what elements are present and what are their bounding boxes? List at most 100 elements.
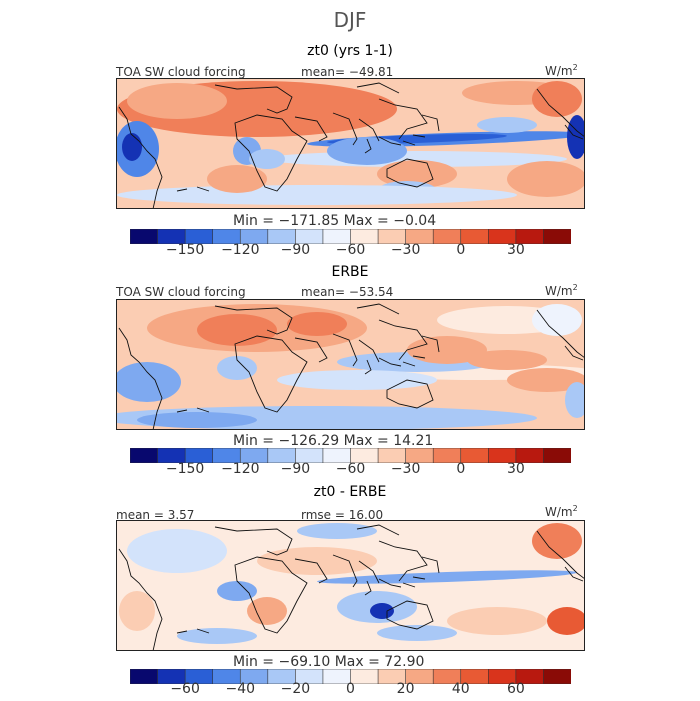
coastline	[536, 88, 584, 137]
field-region	[377, 160, 457, 188]
coastline	[421, 335, 440, 353]
panel-3-map	[116, 520, 585, 651]
coastline	[294, 337, 328, 363]
panel-1-map-field	[117, 79, 584, 208]
field-region	[217, 356, 257, 380]
field-region	[117, 185, 517, 205]
colorbar-tick-label: −150	[165, 461, 205, 477]
coastline	[118, 548, 163, 650]
coastline	[332, 333, 358, 367]
colorbar-tick-label: 40	[451, 681, 470, 697]
field-region	[507, 368, 584, 392]
coastline	[364, 580, 372, 596]
field-region	[477, 117, 537, 133]
field-region	[249, 149, 285, 169]
panel-2-units: W/m2	[545, 283, 578, 298]
coastline	[378, 134, 426, 146]
field-region	[177, 628, 257, 644]
colorbar-tick-label: −60	[335, 461, 366, 477]
field-region	[257, 547, 377, 575]
colorbar-box	[543, 229, 571, 244]
coastline	[386, 158, 434, 188]
panel-2-title: ERBE	[331, 264, 369, 280]
colorbar-tick-label: −40	[225, 681, 256, 697]
coastline	[358, 339, 380, 363]
coastline	[378, 540, 428, 582]
panel-1-title: zt0 (yrs 1-1)	[307, 43, 393, 59]
coastline	[386, 600, 434, 630]
coastline	[564, 345, 584, 361]
coastline	[176, 186, 210, 192]
panel-1-units: W/m2	[545, 63, 578, 78]
field-region	[447, 607, 547, 635]
field-region	[532, 81, 582, 117]
panel-1-left-label: TOA SW cloud forcing	[116, 65, 246, 79]
coastline	[364, 138, 372, 154]
panel-2-map-field	[117, 300, 584, 429]
coastline	[356, 303, 400, 315]
field-region	[127, 529, 227, 573]
colorbar-tick-label: −150	[165, 242, 205, 258]
coastline	[356, 82, 400, 94]
panel-2-min-max: Min = −126.29 Max = 14.21	[233, 433, 434, 449]
coastline	[564, 566, 584, 582]
panel-3-colorbar	[130, 669, 571, 684]
coastline	[358, 118, 380, 142]
field-region	[565, 382, 584, 418]
coastline	[421, 114, 440, 132]
colorbar-tick-label: −60	[335, 242, 366, 258]
colorbar-box	[543, 448, 571, 463]
coastline	[176, 628, 210, 634]
field-region	[532, 523, 582, 559]
field-region	[370, 603, 394, 619]
colorbar-tick-label: −90	[280, 242, 311, 258]
colorbar-tick-label: −20	[280, 681, 311, 697]
coastline	[358, 560, 380, 584]
field-region	[407, 336, 487, 364]
field-region	[127, 83, 227, 119]
colorbar-tick-label: 30	[506, 461, 525, 477]
panel-1-map	[116, 78, 585, 209]
panel-2-mean: mean= −53.54	[301, 285, 394, 299]
field-region	[377, 625, 457, 641]
coastline	[378, 319, 428, 361]
colorbar-tick-label: −30	[390, 461, 421, 477]
field-region	[532, 304, 582, 336]
colorbar-tick-label: 0	[456, 242, 466, 258]
colorbar-tick-label: 20	[396, 681, 415, 697]
panel-2-map	[116, 299, 585, 430]
panel-3-map-field	[117, 521, 584, 650]
figure-title: DJF	[333, 8, 367, 32]
panel-2-left-label: TOA SW cloud forcing	[116, 285, 246, 299]
panel-3-units: W/m2	[545, 504, 578, 519]
field-region	[117, 362, 181, 402]
colorbar-tick-label: 30	[506, 242, 525, 258]
field-region	[297, 523, 377, 539]
coastline	[118, 327, 163, 429]
panel-3-min-max: Min = −69.10 Max = 72.90	[233, 654, 425, 670]
coastline	[378, 98, 428, 140]
field-region	[217, 581, 257, 601]
panel-2-colorbar-ticks: −150 −120 −90 −60 −30 0 30	[0, 461, 700, 481]
coastline	[536, 309, 584, 358]
coastline	[214, 84, 293, 114]
field-region	[119, 591, 155, 631]
coastline	[364, 359, 372, 375]
colorbar-tick-label: −60	[170, 681, 200, 697]
panel-2-colorbar	[130, 448, 571, 463]
panel-3-colorbar-ticks: −60 −40 −20 0 20 40 60	[0, 681, 700, 701]
colorbar-tick-label: −30	[390, 242, 421, 258]
panel-1-colorbar	[130, 229, 571, 244]
field-region	[507, 161, 584, 197]
colorbar-tick-label: 0	[346, 681, 355, 697]
coastline	[294, 116, 328, 142]
coastline	[234, 335, 308, 413]
field-region	[137, 412, 257, 428]
coastline	[214, 526, 293, 556]
coastline	[176, 407, 210, 413]
panel-3-title: zt0 - ERBE	[313, 484, 387, 500]
field-region	[207, 165, 267, 193]
coastline	[421, 556, 440, 574]
panel-1-colorbar-ticks: −150 −120 −90 −60 −30 0 30	[0, 242, 700, 262]
field-region	[247, 597, 287, 625]
